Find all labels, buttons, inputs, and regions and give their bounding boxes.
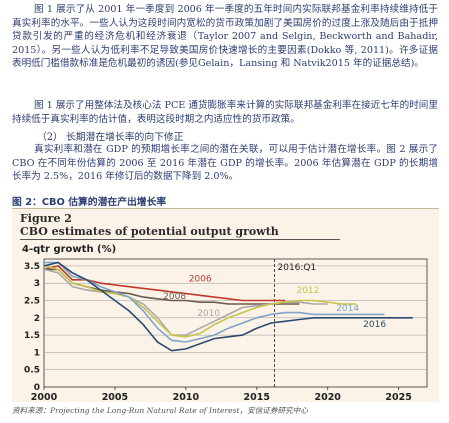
- paragraph-2: 图 1 展示了用整体法及核心法 PCE 通货膨胀率来计算的实际联邦基金利率在接近…: [12, 100, 438, 125]
- y-tick-label: 3.5: [24, 262, 40, 272]
- y-tick-label: 1: [34, 348, 40, 358]
- potential-growth-chart: 4-qtr growth (%) 0 0.5 1 1.5 2 2.5 3 3.5 2000 2005…: [22, 244, 428, 403]
- series-line-2012: [43, 265, 357, 338]
- series-line-2016: [43, 261, 413, 352]
- x-tick-label: 2015: [244, 392, 270, 403]
- paragraph-1: 图 1 展示了从 2001 年一季度到 2006 年一季度的五年时间内实际联邦基…: [12, 4, 438, 70]
- series-label-2016: 2016: [363, 320, 386, 330]
- figure-title: Figure 2: [20, 212, 72, 225]
- series-label-2010: 2010: [197, 309, 220, 319]
- section-heading: （2） 长期潜在增长率的向下修正: [37, 132, 184, 143]
- series-label-2014: 2014: [336, 304, 359, 314]
- paragraph-3: 真实利率和潜在 GDP 的预期增长率之间的潜在关联，可以用于估计潜在增长率。图 …: [12, 144, 438, 183]
- figure-caption: 图 2：CBO 估算的潜在产出增长率: [12, 197, 167, 208]
- figure-subtitle: CBO estimates of potential output growth: [20, 225, 279, 238]
- source-note: 资料来源：Projecting the Long-Run Natural Rat…: [12, 406, 308, 415]
- y-tick-label: 2: [34, 314, 40, 324]
- plot-area: [43, 258, 428, 388]
- series-label-2008: 2008: [163, 292, 186, 302]
- y-axis-label: 4-qtr growth (%): [22, 244, 116, 255]
- y-tick-label: 2.5: [24, 297, 40, 307]
- series-line-2014: [44, 261, 385, 343]
- y-tick-label: 3: [34, 279, 40, 289]
- x-tick-label: 2020: [314, 392, 341, 403]
- x-tick-label: 2025: [385, 392, 411, 403]
- series-label-2006: 2006: [189, 274, 212, 284]
- y-tick-label: 1.5: [24, 331, 40, 341]
- x-tick-label: 2005: [102, 392, 128, 403]
- x-tick-label: 2000: [31, 392, 58, 403]
- series-label-2012: 2012: [296, 286, 319, 296]
- forecast-marker-label: 2016:Q1: [278, 263, 317, 273]
- figure-panel: Figure 2 CBO estimates of potential outp…: [12, 208, 439, 403]
- figure-title-rule: [20, 239, 340, 240]
- x-tick-label: 2010: [173, 392, 200, 403]
- y-tick-label: 0: [34, 383, 40, 393]
- y-tick-label: 0.5: [24, 366, 40, 376]
